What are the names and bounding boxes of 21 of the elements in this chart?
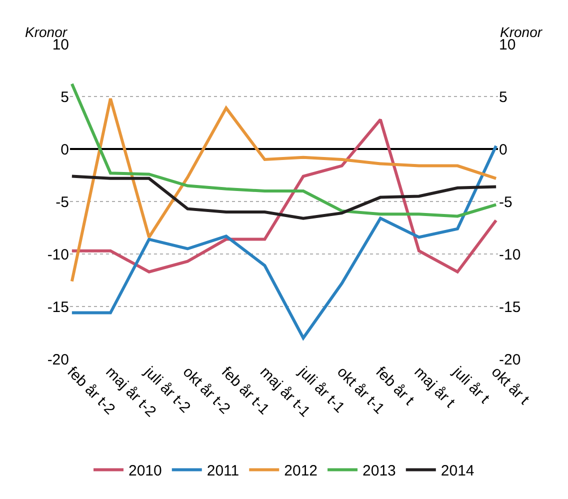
y-tick-label: 5	[60, 88, 69, 106]
legend-label: 2011	[206, 462, 240, 480]
y-tick-label: -20	[47, 351, 69, 368]
line-series	[70, 118, 498, 274]
y2-tick-label: -10	[499, 246, 521, 264]
legend-label: 2012	[284, 462, 318, 480]
y2-tick-label: 5	[499, 88, 508, 106]
y2-tick-label: -5	[499, 194, 512, 211]
legend-label: 2013	[362, 462, 396, 480]
line-series	[70, 82, 498, 218]
line-series	[70, 174, 498, 220]
line-series	[70, 97, 498, 283]
legend-label: 2010	[128, 462, 162, 480]
y-tick-label: -5	[56, 194, 69, 211]
y2-tick-label: 0	[499, 141, 508, 158]
y-tick-label: 0	[60, 141, 69, 158]
y2-tick-label: -15	[499, 298, 521, 316]
line-series	[70, 144, 498, 340]
legend-label: 2014	[440, 462, 474, 480]
y-tick-label: -15	[47, 298, 69, 316]
y-tick-label: -10	[47, 246, 69, 264]
